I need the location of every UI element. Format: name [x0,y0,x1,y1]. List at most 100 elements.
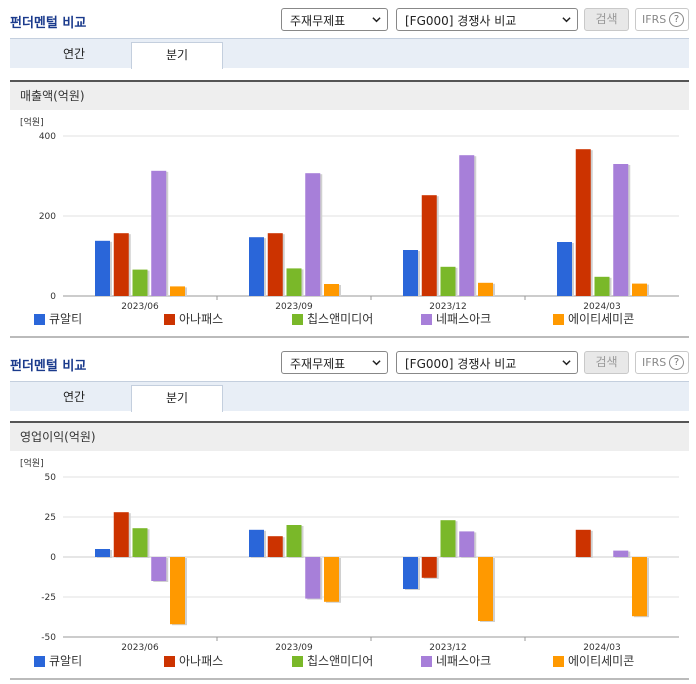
bar-큐알티[interactable] [249,237,264,296]
bar-네패스아크[interactable] [151,170,167,296]
y-tick-label: 50 [45,473,57,483]
bar-큐알티[interactable] [249,529,264,557]
revenue-chart-svg: [억원] 0 200 400 2023/06 2023/09 2023/12 2024/03 [20,116,679,310]
bar-네패스아크[interactable] [305,173,321,296]
legend-swatch [164,656,175,667]
tab-quarterly[interactable]: 분기 [131,42,223,69]
ifrs-help-button[interactable]: IFRS ? [635,8,689,31]
peer-group-value: [FG000] 경쟁사 비교 [405,357,517,371]
chevron-down-icon [562,17,571,23]
peer-group-select[interactable]: [FG000] 경쟁사 비교 [396,351,578,374]
bar-칩스앤미디어[interactable] [132,528,148,557]
y-tick-label: 200 [39,212,56,222]
statement-type-select[interactable]: 주재무제표 [281,351,388,374]
panel-title: 펀더멘털 비교 [10,359,87,374]
legend-label: 에이티세미콘 [568,312,635,326]
bar-에이티세미콘[interactable] [170,286,185,296]
bar-아나패스[interactable] [113,512,129,557]
tab-quarterly[interactable]: 분기 [131,385,223,412]
tab-annual[interactable]: 연간 [62,47,86,61]
x-tick-label: 2024/03 [583,643,620,651]
ifrs-help-button[interactable]: IFRS ? [635,351,689,374]
bar-아나패스[interactable] [575,149,591,296]
y-tick-label: -50 [41,633,56,643]
y-unit-label: [억원] [20,116,44,128]
bar-네패스아크[interactable] [613,164,629,296]
bar-큐알티[interactable] [403,250,418,296]
legend-swatch [421,656,432,667]
bar-에이티세미콘[interactable] [478,282,493,296]
x-tick-label: 2023/12 [429,643,466,651]
bar-네패스아크[interactable] [459,531,475,557]
ifrs-label: IFRS [642,356,667,369]
divider [10,336,689,338]
bar-네패스아크[interactable] [459,155,475,296]
legend-label: 칩스앤미디어 [307,654,374,668]
bar-에이티세미콘[interactable] [632,557,647,617]
tab-annual[interactable]: 연간 [62,390,86,404]
fundamental-panel-operating-income: 펀더멘털 비교 주재무제표 [FG000] 경쟁사 비교 검색 IFRS ? 연… [0,343,696,684]
bar-아나패스[interactable] [575,529,591,557]
search-button[interactable]: 검색 [584,8,629,31]
help-icon: ? [669,12,684,27]
statement-type-select[interactable]: 주재무제표 [281,8,388,31]
bar-네패스아크[interactable] [151,557,167,581]
bar-네패스아크[interactable] [305,557,321,599]
x-tick-label: 2023/12 [429,302,466,310]
legend-swatch [553,656,564,667]
bar-큐알티[interactable] [95,240,110,296]
operating-income-chart-svg: [억원] -50 -25 0 25 50 2023/06 2023/09 2023/12 2024… [20,457,679,651]
section-title: 영업이익(억원) [10,421,689,451]
period-tabs: 연간 분기 [10,38,689,69]
bar-칩스앤미디어[interactable] [594,276,610,296]
period-tabs: 연간 분기 [10,381,689,412]
bar-큐알티[interactable] [95,549,110,557]
help-icon: ? [669,355,684,370]
chart-legend: 큐알티 아나패스 칩스앤미디어 네패스아크 에이티세미콘 [34,653,694,671]
bar-에이티세미콘[interactable] [632,283,647,296]
panel-title: 펀더멘털 비교 [10,16,87,31]
x-tick-label: 2023/09 [275,643,313,651]
bar-칩스앤미디어[interactable] [132,269,148,296]
legend-label: 큐알티 [49,654,83,668]
peer-group-select[interactable]: [FG000] 경쟁사 비교 [396,8,578,31]
bar-에이티세미콘[interactable] [324,557,339,602]
bar-칩스앤미디어[interactable] [286,268,302,296]
bar-칩스앤미디어[interactable] [440,266,456,296]
bar-아나패스[interactable] [421,195,437,296]
statement-type-value: 주재무제표 [290,357,346,371]
bar-큐알티[interactable] [403,557,418,589]
y-tick-label: 0 [50,292,56,302]
bar-아나패스[interactable] [267,536,283,557]
y-unit-label: [억원] [20,457,44,469]
legend-label: 네패스아크 [436,312,492,326]
bar-에이티세미콘[interactable] [324,284,339,296]
x-tick-label: 2023/06 [121,643,159,651]
bar-칩스앤미디어[interactable] [440,520,456,557]
legend-label: 아나패스 [179,312,224,326]
chevron-down-icon [562,360,571,366]
chevron-down-icon [372,360,381,366]
bar-큐알티[interactable] [557,242,572,296]
statement-type-value: 주재무제표 [290,14,346,28]
bar-에이티세미콘[interactable] [170,557,185,625]
bar-아나패스[interactable] [267,233,283,296]
bar-아나패스[interactable] [421,557,437,578]
bar-에이티세미콘[interactable] [478,557,493,621]
chevron-down-icon [372,17,381,23]
y-tick-label: 25 [45,513,56,523]
panel-header: 펀더멘털 비교 주재무제표 [FG000] 경쟁사 비교 검색 IFRS ? [0,0,696,38]
chart-legend: 큐알티 아나패스 칩스앤미디어 네패스아크 에이티세미콘 [34,311,694,329]
legend-swatch [292,656,303,667]
bar-칩스앤미디어[interactable] [286,525,302,557]
legend-swatch [164,314,175,325]
x-tick-label: 2023/06 [121,302,159,310]
legend-swatch [421,314,432,325]
legend-swatch [34,656,45,667]
fundamental-panel-revenue: 펀더멘털 비교 주재무제표 [FG000] 경쟁사 비교 검색 IFRS ? 연… [0,0,696,338]
search-button[interactable]: 검색 [584,351,629,374]
bar-아나패스[interactable] [113,233,129,296]
bar-네패스아크[interactable] [613,550,629,557]
legend-swatch [553,314,564,325]
y-tick-label: -25 [41,593,56,603]
